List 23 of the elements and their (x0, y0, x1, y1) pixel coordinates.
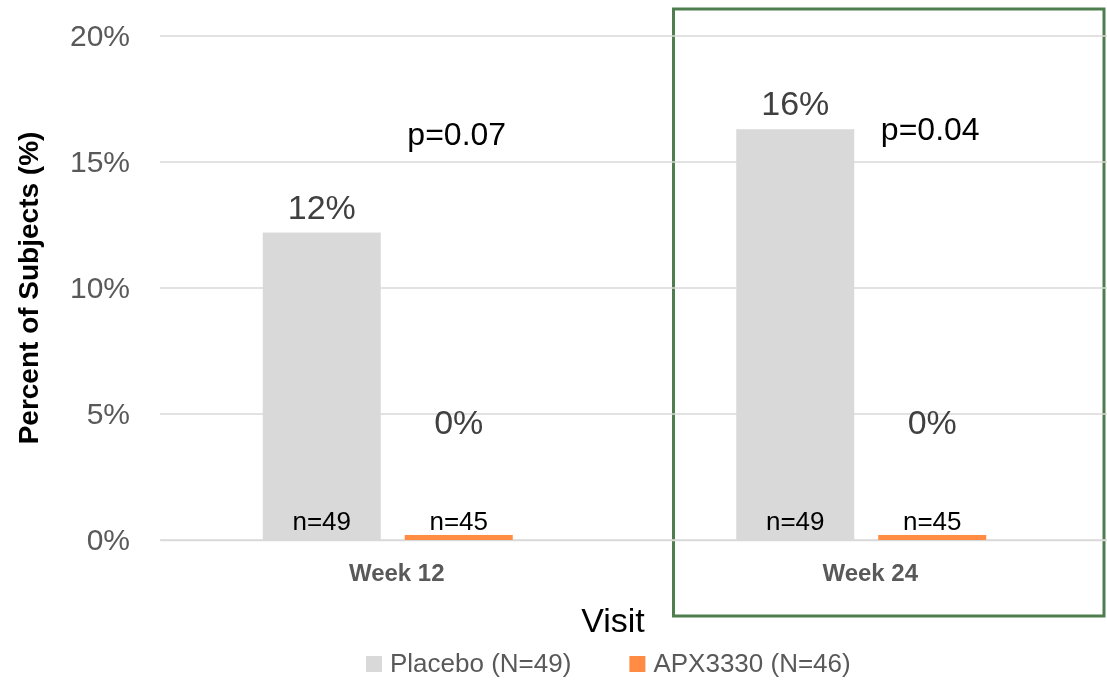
y-tick-label: 0% (86, 523, 130, 557)
x-tick-label: Week 24 (822, 559, 919, 587)
data-label: 12% (287, 187, 356, 226)
y-tick-label: 15% (69, 145, 130, 179)
bar (404, 534, 513, 540)
y-axis-title: Percent of Subjects (%) (13, 131, 44, 445)
x-tick-label: Week 12 (348, 559, 445, 587)
data-label: 0% (907, 403, 957, 442)
annotation: p=0.04 (880, 111, 980, 147)
legend-label: APX3330 (N=46) (653, 648, 851, 678)
annotation: n=49 (292, 506, 352, 536)
y-tick-label: 20% (69, 19, 130, 53)
annotation: n=45 (429, 506, 489, 536)
annotation: n=49 (765, 506, 825, 536)
data-label: 0% (434, 403, 484, 442)
annotation: p=0.07 (407, 116, 507, 152)
y-tick-label: 5% (86, 397, 130, 431)
legend-label: Placebo (N=49) (390, 648, 572, 678)
data-label: 16% (761, 84, 830, 123)
x-axis-title: Visit (581, 601, 646, 639)
annotation: n=45 (902, 506, 962, 536)
bar (878, 534, 987, 540)
y-tick-label: 10% (69, 271, 130, 305)
